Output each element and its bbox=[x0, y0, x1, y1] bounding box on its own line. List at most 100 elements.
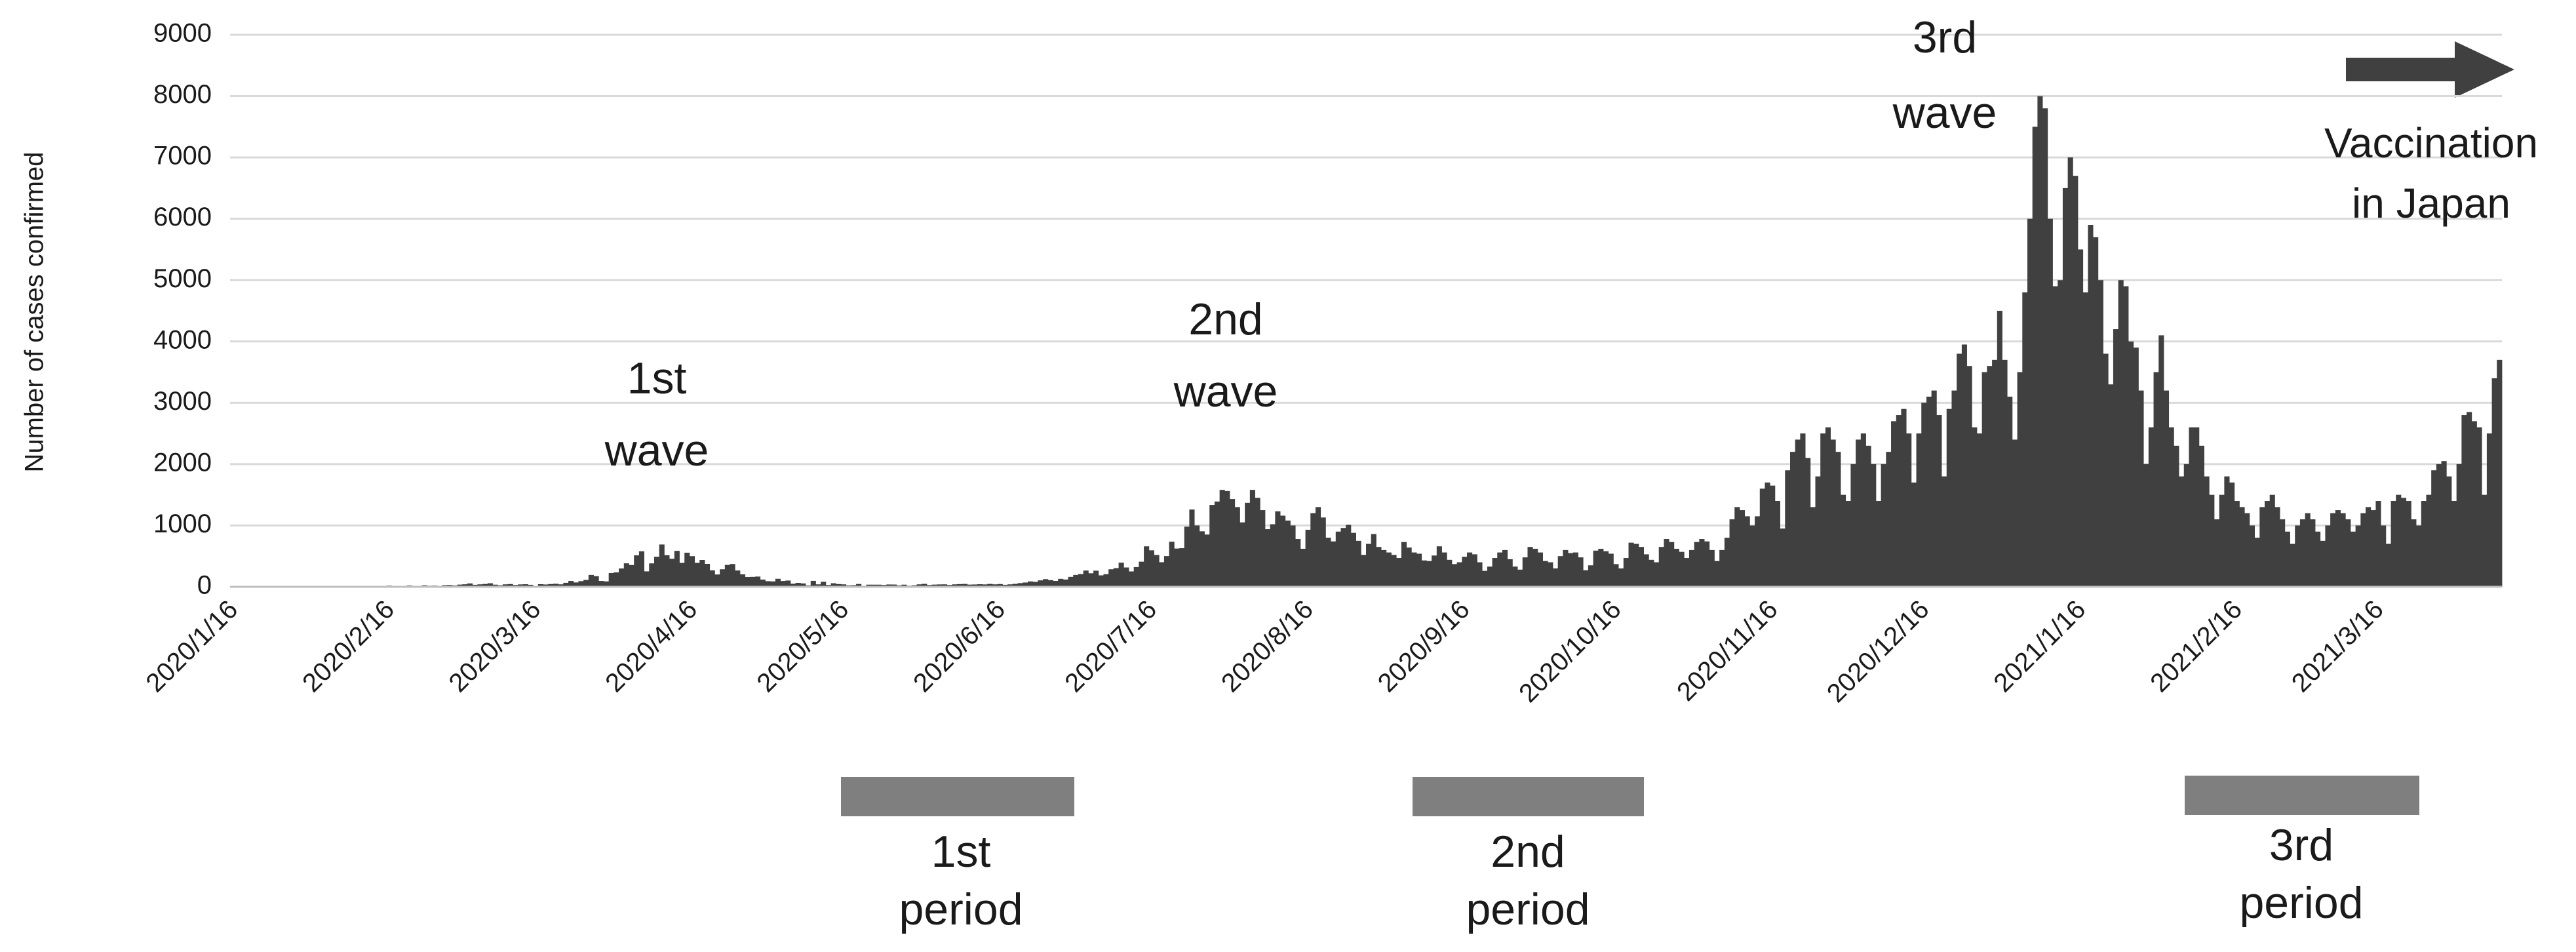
bar bbox=[638, 551, 644, 587]
bars bbox=[250, 96, 2503, 587]
bar bbox=[1805, 458, 1811, 587]
bar bbox=[1719, 549, 1725, 587]
y-tick-label: 8000 bbox=[153, 80, 212, 109]
bar bbox=[2138, 390, 2144, 587]
vaccination-arrow bbox=[2346, 41, 2514, 98]
bar bbox=[2391, 501, 2396, 587]
bar bbox=[810, 580, 816, 587]
bar bbox=[1744, 516, 1750, 587]
bar bbox=[1850, 464, 1856, 587]
bar bbox=[922, 584, 927, 587]
bar bbox=[679, 563, 685, 587]
bar bbox=[1618, 568, 1624, 587]
bar bbox=[1755, 516, 1761, 587]
bar bbox=[1103, 574, 1109, 587]
bar bbox=[1477, 562, 1483, 587]
bar bbox=[1467, 552, 1473, 587]
bar bbox=[1012, 584, 1018, 587]
bar bbox=[1002, 584, 1008, 587]
bar bbox=[1699, 539, 1705, 587]
bar bbox=[992, 584, 998, 587]
y-tick-label: 7000 bbox=[153, 142, 212, 170]
bar bbox=[1456, 562, 1462, 587]
bar bbox=[2148, 427, 2154, 587]
bar bbox=[1401, 542, 1407, 587]
bar bbox=[1335, 531, 1341, 587]
bar bbox=[1093, 570, 1099, 587]
bar bbox=[1214, 501, 1220, 587]
bar bbox=[1300, 548, 1306, 587]
bar bbox=[2052, 286, 2058, 587]
bar bbox=[901, 584, 907, 587]
bar bbox=[2098, 280, 2103, 587]
bar bbox=[1174, 548, 1180, 587]
bar bbox=[2295, 525, 2301, 587]
bar bbox=[1376, 547, 1382, 587]
bar bbox=[1053, 581, 1059, 587]
bar bbox=[2032, 127, 2038, 587]
bar bbox=[957, 584, 963, 587]
bar bbox=[1658, 547, 1664, 587]
bar bbox=[1083, 570, 1089, 587]
bar bbox=[2174, 445, 2179, 587]
bar bbox=[457, 584, 463, 587]
bar bbox=[467, 583, 473, 587]
bar bbox=[876, 584, 882, 587]
bar bbox=[2214, 519, 2220, 587]
bar bbox=[1588, 565, 1593, 587]
bar bbox=[1179, 548, 1185, 587]
bar bbox=[724, 565, 730, 587]
bar bbox=[1209, 505, 1215, 587]
bar bbox=[1371, 534, 1376, 587]
bar bbox=[2239, 507, 2245, 587]
bar bbox=[2128, 341, 2134, 587]
bar bbox=[2269, 494, 2275, 587]
bar bbox=[2471, 421, 2477, 587]
annotation: 1st bbox=[627, 353, 687, 403]
bar bbox=[1673, 548, 1679, 587]
bar bbox=[1325, 538, 1331, 587]
bar bbox=[472, 584, 478, 587]
bar bbox=[1462, 557, 1468, 587]
bar bbox=[623, 563, 629, 587]
bar bbox=[967, 584, 973, 587]
bar bbox=[1598, 548, 1604, 587]
bar bbox=[1331, 541, 1337, 587]
bar bbox=[2194, 427, 2200, 587]
bar bbox=[1133, 566, 1139, 587]
bar bbox=[937, 584, 943, 587]
bar bbox=[1679, 551, 1685, 587]
bar bbox=[1830, 439, 1836, 587]
bar bbox=[2204, 476, 2210, 587]
bar bbox=[2198, 445, 2204, 587]
bar bbox=[972, 584, 978, 587]
bar bbox=[1815, 476, 1821, 587]
bar bbox=[2451, 501, 2457, 587]
bar bbox=[1593, 550, 1599, 587]
bar bbox=[548, 584, 554, 587]
bar bbox=[619, 568, 625, 587]
bar bbox=[1669, 542, 1675, 587]
bar bbox=[775, 578, 781, 587]
annotation: wave bbox=[1892, 88, 1997, 138]
bar bbox=[2416, 525, 2422, 587]
bar bbox=[1654, 562, 1660, 587]
bar bbox=[664, 555, 670, 587]
y-tick-label: 1000 bbox=[153, 509, 212, 538]
bar bbox=[558, 584, 564, 587]
bar bbox=[1270, 524, 1276, 587]
bar bbox=[2305, 513, 2311, 587]
bar bbox=[522, 584, 528, 587]
bar bbox=[1163, 556, 1170, 587]
bar bbox=[583, 580, 589, 587]
bar bbox=[1957, 353, 1962, 587]
bar bbox=[1896, 415, 1902, 587]
bar bbox=[1572, 552, 1578, 587]
bar bbox=[593, 576, 599, 587]
bar bbox=[1078, 574, 1084, 587]
bar bbox=[1881, 464, 1886, 587]
bar bbox=[2330, 513, 2336, 587]
bar bbox=[1916, 433, 1922, 587]
bar bbox=[1255, 498, 1260, 587]
bar bbox=[2290, 544, 2295, 587]
